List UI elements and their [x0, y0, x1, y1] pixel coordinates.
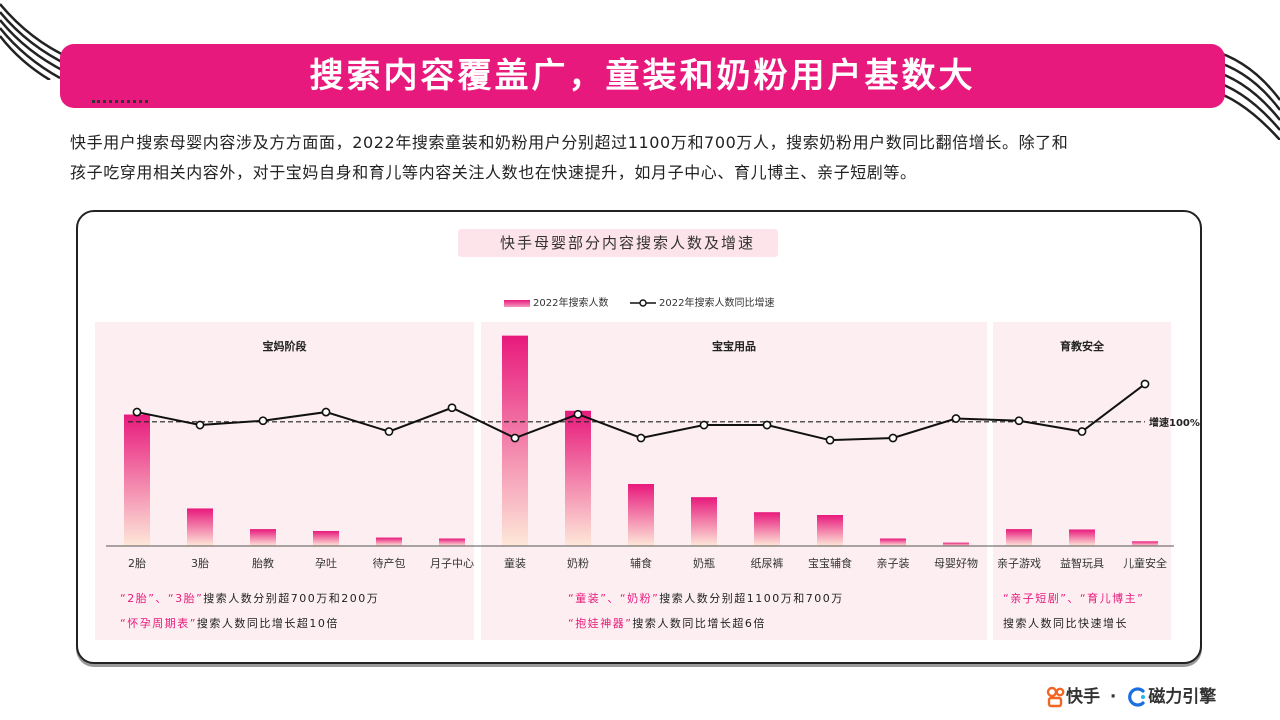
note-segment: 搜索人数同比增长超10倍 — [196, 617, 339, 630]
x-tick-label: 宝宝辅食 — [808, 556, 852, 570]
brand-kuaishou: 快手 — [1066, 687, 1100, 707]
note-segment: 搜索人数分别超1100万和700万 — [659, 592, 844, 605]
growth-line — [136, 383, 1146, 442]
x-tick-label: 孕吐 — [315, 557, 337, 570]
note-segment: “怀孕周期表” — [120, 617, 197, 630]
x-tick-label: 奶瓶 — [693, 556, 715, 570]
x-tick-label: 益智玩具 — [1060, 556, 1104, 570]
growth-point-宝宝辅食 — [825, 435, 835, 445]
growth-point-奶粉 — [573, 409, 583, 419]
note-segment: “2胎”、“3胎” — [120, 592, 204, 605]
growth-point-胎教 — [258, 416, 268, 426]
x-tick-label: 月子中心 — [430, 557, 474, 570]
brand-cili-engine: 磁力引擎 — [1148, 687, 1217, 707]
bar-纸尿裤 — [754, 512, 780, 546]
bar-亲子装 — [880, 538, 906, 546]
growth-point-孕吐 — [321, 407, 331, 417]
note-segment: 搜索人数同比增长超6倍 — [632, 617, 766, 630]
bar-益智玩具 — [1069, 529, 1095, 546]
bar-亲子游戏 — [1006, 529, 1032, 546]
divider — [92, 100, 148, 103]
note-baby-1: “童装”、“奶粉”搜索人数分别超1100万和700万 — [568, 590, 844, 606]
note-segment: “亲子短剧”、“育儿博主” — [1003, 592, 1145, 605]
footer-brand: 快手 · 磁力引擎 — [1046, 682, 1216, 708]
panel-mom-stage — [95, 322, 474, 640]
growth-point-2胎 — [132, 407, 142, 417]
bar-待产包 — [376, 537, 402, 546]
bar-3胎 — [187, 508, 213, 546]
x-tick-label: 亲子游戏 — [997, 556, 1041, 570]
x-tick-label: 奶粉 — [567, 556, 589, 570]
growth-point-童装 — [510, 433, 520, 443]
note-segment: 搜索人数分别超700万和200万 — [203, 592, 380, 605]
growth-point-亲子游戏 — [1014, 416, 1024, 426]
growth-point-月子中心 — [447, 403, 457, 413]
legend-line: 2022年搜索人数同比增速 — [630, 294, 774, 309]
x-tick-label: 2胎 — [128, 556, 146, 570]
x-tick-label: 待产包 — [373, 556, 406, 570]
x-tick-label: 童装 — [504, 556, 526, 570]
growth-point-母婴好物 — [951, 414, 961, 423]
intro-line-1: 快手用户搜索母婴内容涉及方方面面，2022年搜索童装和奶粉用户分别超过1100万… — [70, 133, 1069, 152]
note-segment: “抱娃神器” — [568, 617, 633, 630]
legend-line-swatch — [630, 299, 656, 307]
bar-奶粉 — [565, 410, 591, 546]
growth-point-纸尿裤 — [762, 420, 772, 430]
group-title-edu: 育教安全 — [1060, 340, 1104, 353]
x-tick-label: 亲子装 — [877, 556, 910, 570]
bar-儿童安全 — [1132, 541, 1158, 546]
legend-line-label: 2022年搜索人数同比增速 — [659, 298, 775, 309]
legend-bar-swatch — [504, 299, 530, 307]
group-title-mom: 宝妈阶段 — [262, 340, 307, 353]
growth-point-亲子装 — [888, 433, 898, 443]
x-tick-label: 辅食 — [630, 556, 652, 570]
legend-bar-label: 2022年搜索人数 — [533, 298, 609, 309]
note-mom-1: “2胎”、“3胎”搜索人数分别超700万和200万 — [120, 590, 379, 606]
growth-point-3胎 — [195, 420, 205, 430]
kuaishou-logo-icon — [1046, 686, 1065, 708]
note-edu-2: 搜索人数同比快速增长 — [1003, 615, 1128, 631]
bar-孕吐 — [313, 530, 339, 546]
page-title: 搜索内容覆盖广，童装和奶粉用户基数大 — [60, 44, 1225, 108]
x-tick-label: 3胎 — [191, 556, 209, 570]
note-edu-1: “亲子短剧”、“育儿博主” — [1003, 590, 1144, 606]
bar-辅食 — [628, 484, 654, 546]
growth-point-待产包 — [384, 427, 394, 436]
x-tick-label: 纸尿裤 — [751, 556, 784, 570]
panel-edu-safety — [993, 322, 1171, 640]
bar-胎教 — [250, 529, 276, 546]
growth-point-儿童安全 — [1140, 379, 1150, 389]
note-baby-2: “抱娃神器”搜索人数同比增长超6倍 — [568, 615, 766, 631]
cili-engine-logo-icon — [1128, 687, 1146, 707]
bar-奶瓶 — [691, 497, 717, 546]
bar-母婴好物 — [943, 542, 969, 546]
brand-separator: · — [1109, 687, 1117, 707]
legend-bar: 2022年搜索人数 — [504, 294, 608, 309]
reference-line-label: 增速100% — [1149, 416, 1200, 429]
bar-2胎 — [124, 414, 150, 546]
growth-point-辅食 — [636, 433, 646, 443]
chart-title: 快手母婴部分内容搜索人数及增速 — [458, 229, 778, 257]
growth-point-奶瓶 — [699, 420, 709, 430]
note-segment: 搜索人数同比快速增长 — [1003, 617, 1128, 630]
note-segment: “童装”、“奶粉” — [568, 592, 660, 605]
group-title-baby: 宝宝用品 — [712, 340, 756, 353]
x-tick-label: 胎教 — [252, 556, 274, 570]
note-mom-2: “怀孕周期表”搜索人数同比增长超10倍 — [120, 615, 339, 631]
bar-月子中心 — [439, 538, 465, 546]
bar-宝宝辅食 — [817, 515, 843, 546]
intro-text: 快手用户搜索母婴内容涉及方方面面，2022年搜索童装和奶粉用户分别超过1100万… — [70, 128, 1210, 188]
growth-point-益智玩具 — [1077, 427, 1087, 436]
x-tick-label: 儿童安全 — [1123, 556, 1167, 570]
x-tick-label: 母婴好物 — [934, 556, 978, 570]
intro-line-2: 孩子吃穿用相关内容外，对于宝妈自身和育儿等内容关注人数也在快速提升，如月子中心、… — [70, 163, 917, 182]
